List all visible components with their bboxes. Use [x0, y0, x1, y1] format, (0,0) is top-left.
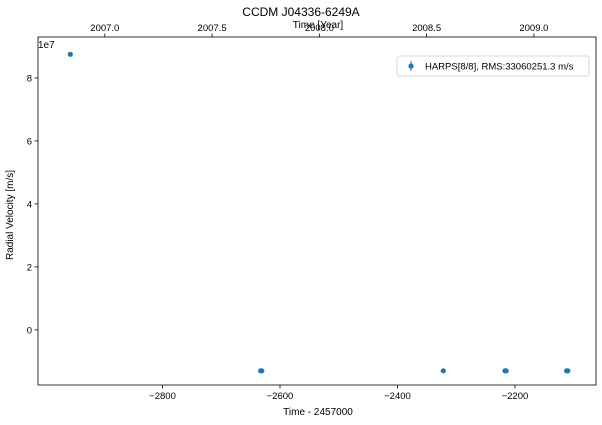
top-tick-label: 2008.5 — [412, 23, 441, 34]
top-tick-label: 2008.0 — [305, 23, 334, 34]
top-tick-label: 2007.5 — [198, 23, 227, 34]
y-tick-label: 2 — [27, 262, 32, 273]
x-tick-label: −2600 — [267, 391, 294, 402]
legend-box — [396, 55, 590, 77]
top-tick-label: 2007.0 — [90, 23, 119, 34]
data-point — [440, 368, 446, 374]
chart-title: CCDM J04336-6249A — [242, 5, 359, 19]
y-offset-label: 1e7 — [38, 40, 55, 51]
legend-marker — [408, 63, 414, 69]
x-axis-label: Time - 2457000 — [283, 407, 353, 418]
data-point — [259, 368, 265, 374]
y-tick-label: 0 — [27, 325, 32, 336]
y-axis-label: Radial Velocity [m/s] — [5, 170, 16, 260]
data-point — [503, 368, 509, 374]
y-tick-label: 4 — [27, 199, 32, 210]
x-tick-label: −2400 — [384, 391, 411, 402]
legend: HARPS[8/8], RMS:33060251.3 m/s — [396, 55, 590, 77]
top-tick-label: 2009.0 — [519, 23, 548, 34]
plot-frame — [37, 36, 597, 386]
y-tick-label: 6 — [27, 136, 32, 147]
data-point — [67, 51, 73, 57]
data-point — [565, 368, 571, 374]
legend-label: HARPS[8/8], RMS:33060251.3 m/s — [425, 62, 574, 73]
top-axis-label: Time [Year] — [293, 20, 344, 31]
y-tick-label: 8 — [27, 73, 32, 84]
x-tick-label: −2200 — [502, 391, 529, 402]
x-tick-label: −2800 — [149, 391, 176, 402]
plot-axes: −2800 −2600 −2400 −2200 0 2 4 6 8 2007.0 2007.5 200… — [27, 23, 597, 402]
